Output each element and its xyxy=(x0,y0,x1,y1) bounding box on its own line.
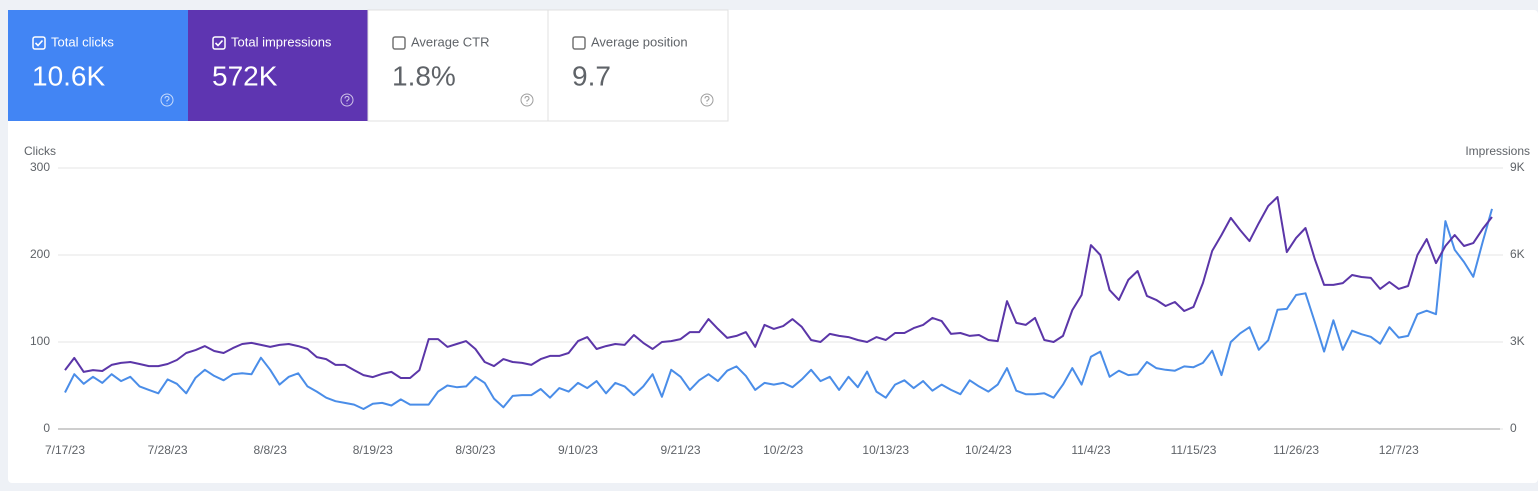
x-tick-label: 11/26/23 xyxy=(1273,443,1319,457)
series-line xyxy=(64,208,1493,410)
help-glyph xyxy=(704,95,710,104)
y-axis-title: Clicks xyxy=(24,144,56,158)
help-glyph xyxy=(164,95,170,104)
y2-tick-label: 6K xyxy=(1510,247,1525,261)
y-tick-label: 300 xyxy=(30,160,50,174)
y2-tick-label: 0 xyxy=(1510,421,1517,435)
x-tick-label: 9/21/23 xyxy=(661,443,701,457)
metric-card[interactable] xyxy=(8,10,188,121)
x-tick-label: 11/15/23 xyxy=(1171,443,1217,457)
card-label: Average CTR xyxy=(411,34,490,49)
panel-background xyxy=(8,10,1538,483)
help-icon[interactable] xyxy=(160,93,174,107)
help-glyph xyxy=(524,95,530,104)
x-tick-label: 8/8/23 xyxy=(254,443,288,457)
x-tick-label: 11/4/23 xyxy=(1071,443,1110,457)
x-tick-label: 10/2/23 xyxy=(763,443,803,457)
x-tick-label: 10/13/23 xyxy=(862,443,909,457)
help-icon[interactable] xyxy=(520,93,534,107)
y-tick-label: 100 xyxy=(30,334,50,348)
card-label: Total impressions xyxy=(231,34,332,49)
x-tick-label: 7/17/23 xyxy=(45,443,85,457)
metric-card[interactable] xyxy=(367,9,549,122)
card-value: 1.8% xyxy=(392,60,456,91)
y-tick-label: 200 xyxy=(30,247,50,261)
help-icon[interactable] xyxy=(700,93,714,107)
y2-axis-title: Impressions xyxy=(1465,144,1530,158)
x-tick-label: 8/30/23 xyxy=(455,443,495,457)
x-tick-label: 9/10/23 xyxy=(558,443,598,457)
card-value: 9.7 xyxy=(572,60,611,91)
y2-tick-label: 9K xyxy=(1510,160,1525,174)
metric-card[interactable] xyxy=(547,9,729,122)
help-icon[interactable] xyxy=(340,93,354,107)
checkbox[interactable] xyxy=(32,36,46,50)
card-value: 10.6K xyxy=(32,60,105,91)
y2-tick-label: 3K xyxy=(1510,334,1525,348)
y-tick-label: 0 xyxy=(43,421,50,435)
card-value: 572K xyxy=(212,60,278,91)
checkmark xyxy=(214,39,224,47)
x-tick-label: 12/7/23 xyxy=(1379,443,1419,457)
x-tick-label: 7/28/23 xyxy=(148,443,188,457)
metric-card[interactable] xyxy=(188,10,368,121)
x-tick-label: 10/24/23 xyxy=(965,443,1012,457)
checkbox[interactable] xyxy=(572,36,586,50)
series-line xyxy=(64,196,1493,379)
card-label: Total clicks xyxy=(51,34,114,49)
help-glyph xyxy=(344,95,350,104)
checkmark xyxy=(34,39,44,47)
checkbox[interactable] xyxy=(392,36,406,50)
card-label: Average position xyxy=(591,34,688,49)
checkbox[interactable] xyxy=(212,36,226,50)
x-tick-label: 8/19/23 xyxy=(353,443,393,457)
